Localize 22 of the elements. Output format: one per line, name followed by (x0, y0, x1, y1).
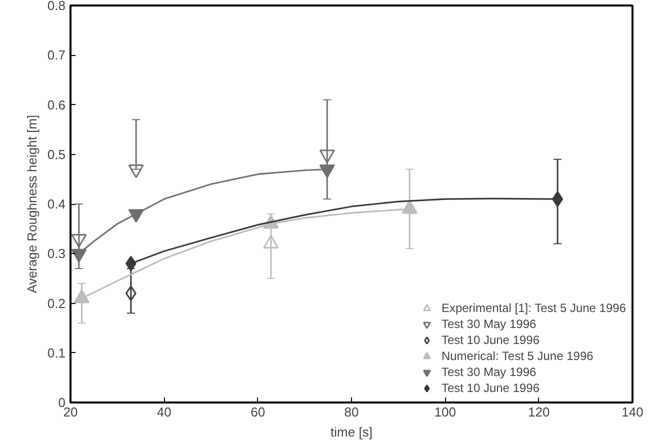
y-tick-label: 0.3 (47, 246, 66, 262)
x-tick-label: 80 (344, 404, 359, 420)
y-tick-label: 0.6 (47, 97, 66, 112)
legend-label: Test 30 May 1996 (441, 364, 536, 380)
legend-label: Test 10 June 1996 (441, 332, 540, 348)
y-axis-title: Average Roughness height [m] (24, 114, 40, 294)
x-tick-label: 60 (250, 404, 266, 420)
legend-label: Test 30 May 1996 (441, 316, 536, 332)
y-tick-label: 0.4 (47, 196, 66, 212)
x-tick-label: 120 (528, 404, 550, 420)
x-tick-label: 100 (434, 404, 456, 420)
y-tick-label: 0.5 (47, 146, 66, 162)
legend-label: Experimental [1]: Test 5 June 1996 (441, 300, 626, 316)
x-tick-label: 140 (622, 404, 644, 420)
y-tick-label: 0.2 (47, 296, 66, 311)
legend-label: Numerical: Test 5 June 1996 (441, 348, 594, 364)
y-tick-label: 0.1 (47, 345, 66, 360)
y-tick-label: 0.8 (47, 0, 66, 13)
legend-label: Test 10 June 1996 (441, 380, 540, 396)
y-tick-label: 0.7 (47, 48, 66, 63)
x-tick-label: 40 (156, 404, 172, 420)
x-axis-title: time [s] (330, 424, 372, 440)
